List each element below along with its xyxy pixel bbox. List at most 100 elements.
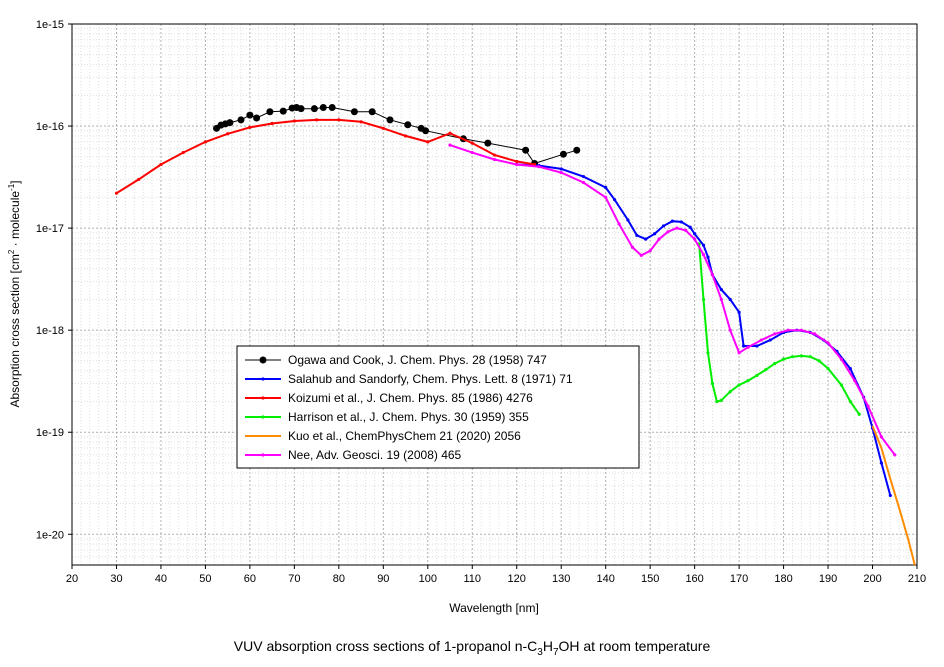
data-point (879, 461, 884, 465)
x-tick-label: 40 (155, 573, 167, 585)
data-point (857, 412, 861, 416)
chart-caption: VUV absorption cross sections of 1-propa… (233, 638, 711, 658)
data-point (808, 355, 812, 359)
data-point (719, 398, 723, 403)
data-point (799, 354, 803, 358)
data-point (310, 105, 318, 113)
data-point (448, 143, 452, 147)
data-point (701, 297, 706, 302)
data-point (386, 116, 394, 124)
data-point (719, 287, 723, 292)
x-tick-label: 20 (66, 573, 78, 585)
data-point (888, 493, 892, 498)
data-point (315, 118, 319, 122)
data-point (853, 379, 857, 383)
data-point (781, 357, 786, 361)
data-point (484, 139, 492, 147)
data-point (675, 226, 679, 230)
data-point (581, 180, 586, 185)
data-point (381, 126, 385, 130)
data-point (270, 121, 274, 126)
data-point (522, 146, 530, 154)
data-point (688, 225, 692, 229)
legend-label: Kuo et al., ChemPhysChem 21 (2020) 2056 (288, 429, 521, 443)
data-point (826, 367, 830, 371)
data-point (639, 253, 643, 258)
legend-box (236, 345, 640, 469)
data-point (630, 245, 634, 249)
data-point (368, 108, 376, 116)
x-axis-ticks: 20 30 40 50 60 70 80 90 100 110 120 130 140 150 160 170… (66, 565, 926, 585)
data-point (799, 328, 803, 332)
data-point (679, 220, 683, 224)
data-point (404, 121, 412, 129)
x-tick-label: 150 (641, 573, 659, 585)
data-point (768, 338, 772, 342)
data-point (653, 232, 657, 236)
data-point (226, 119, 234, 127)
legend-entry: Koizumi et al., J. Chem. Phys. 85 (1986)… (245, 391, 533, 405)
data-point (893, 453, 897, 457)
data-point (773, 332, 777, 336)
data-point (737, 310, 741, 314)
data-point (755, 344, 759, 348)
data-point (181, 150, 185, 155)
x-tick-label: 130 (552, 573, 570, 585)
data-point (203, 140, 208, 144)
data-point (337, 118, 341, 122)
data-point (470, 141, 474, 145)
x-tick-label: 100 (419, 573, 437, 585)
data-point (710, 273, 715, 277)
x-tick-label: 80 (333, 573, 345, 585)
series-4 (697, 242, 861, 416)
x-tick-label: 70 (288, 573, 300, 585)
legend-swatch-marker (261, 396, 265, 400)
data-point (292, 119, 296, 123)
legend-label: Harrison et al., J. Chem. Phys. 30 (1959… (288, 410, 529, 424)
data-point (635, 233, 639, 237)
x-tick-label: 160 (685, 573, 703, 585)
x-tick-label: 120 (508, 573, 526, 585)
y-axis-title: Absorption cross section [cm2 · molecule… (7, 180, 22, 407)
data-point (644, 237, 648, 241)
data-point (737, 383, 741, 387)
plot-frame (71, 23, 918, 566)
data-point (470, 150, 474, 155)
data-point (648, 249, 652, 253)
data-point (848, 399, 852, 404)
legend-swatch-marker (261, 415, 265, 419)
data-point (813, 332, 817, 336)
data-point (581, 174, 586, 179)
x-tick-label: 210 (908, 573, 926, 585)
data-point (604, 195, 608, 199)
data-point (746, 345, 750, 349)
series-layer (114, 103, 916, 566)
series-line (115, 118, 535, 195)
data-point (737, 351, 741, 355)
x-tick-label: 90 (377, 573, 389, 585)
data-point (710, 381, 715, 386)
legend-entry: Ogawa and Cook, J. Chem. Phys. 28 (1958)… (245, 353, 547, 367)
data-point (706, 255, 710, 259)
data-point (448, 131, 452, 135)
data-point (226, 132, 230, 136)
data-point (359, 120, 363, 124)
data-point (826, 341, 830, 345)
data-point (297, 105, 305, 113)
data-point (773, 362, 777, 366)
series-line (449, 144, 896, 456)
data-point (755, 373, 759, 378)
data-point (728, 297, 732, 302)
x-tick-label: 180 (774, 573, 792, 585)
series-1 (213, 103, 581, 167)
x-tick-label: 30 (110, 573, 122, 585)
data-point (328, 103, 336, 111)
data-point (693, 237, 697, 241)
legend-label: Salahub and Sandorfy, Chem. Phys. Lett. … (288, 372, 573, 386)
data-point (728, 390, 732, 394)
x-tick-label: 170 (730, 573, 748, 585)
legend-entry: Salahub and Sandorfy, Chem. Phys. Lett. … (245, 372, 573, 386)
series-5 (871, 425, 916, 566)
data-point (706, 351, 710, 355)
